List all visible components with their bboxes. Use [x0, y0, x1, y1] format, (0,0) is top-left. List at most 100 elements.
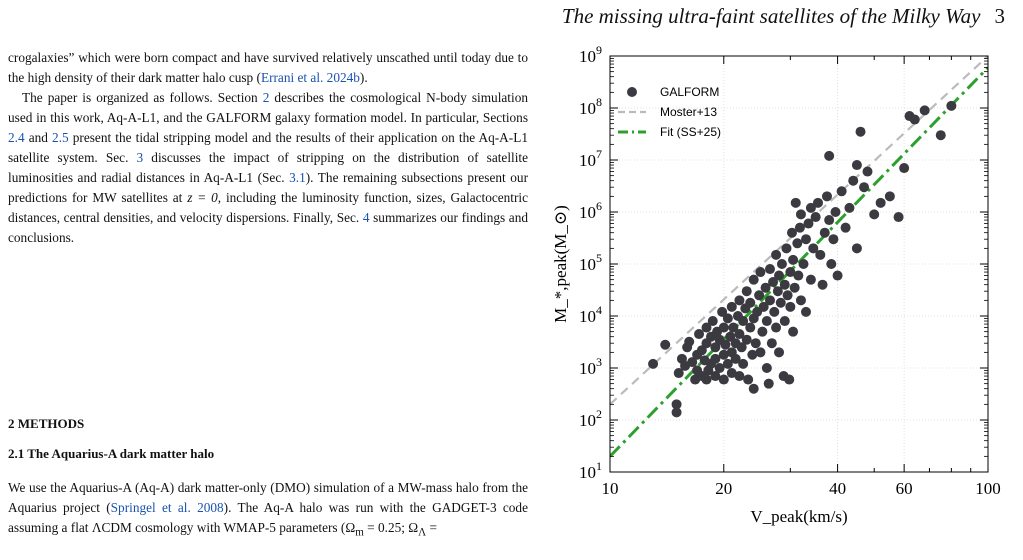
- y-tick-label: 104: [579, 303, 602, 326]
- paragraph-1: crogalaxies” which were born compact and…: [8, 48, 528, 88]
- section-ref-link[interactable]: 2.5: [52, 130, 69, 145]
- data-point: [774, 347, 785, 358]
- legend: GALFORM Moster+13 Fit (SS+25): [618, 85, 721, 139]
- data-point: [875, 197, 886, 208]
- paragraph-3: We use the Aquarius-A (Aq-A) dark matter…: [8, 478, 528, 543]
- data-point: [728, 322, 739, 333]
- running-head-title: The missing ultra-faint satellites of th…: [561, 4, 981, 28]
- data-point: [734, 329, 745, 340]
- paragraph-2: The paper is organized as follows. Secti…: [8, 88, 528, 248]
- y-tick-base: 10: [579, 151, 596, 170]
- y-tick-label: 106: [579, 199, 602, 222]
- data-point: [909, 114, 920, 125]
- data-point: [660, 339, 671, 350]
- left-column-text: crogalaxies” which were born compact and…: [8, 48, 528, 248]
- data-point: [757, 326, 768, 337]
- data-point: [840, 222, 851, 233]
- y-tick-exponent: 8: [596, 95, 602, 109]
- y-tick-exponent: 4: [596, 303, 602, 317]
- data-point: [726, 301, 737, 312]
- y-tick-exponent: 2: [596, 407, 602, 421]
- data-point: [755, 347, 766, 358]
- data-point: [836, 186, 847, 197]
- data-point: [789, 282, 800, 293]
- citation-link[interactable]: Errani et al. 2024b: [260, 70, 360, 85]
- section-ref-link[interactable]: 4: [362, 210, 370, 225]
- text-run: We use the Aquarius-A (Aq-A) dark matter…: [8, 480, 528, 515]
- data-point: [701, 322, 712, 333]
- data-point: [772, 286, 783, 297]
- data-point: [828, 234, 839, 245]
- data-point: [788, 326, 799, 337]
- data-point: [761, 316, 772, 327]
- running-head: The missing ultra-faint satellites of th…: [562, 4, 1005, 29]
- data-point: [810, 212, 821, 223]
- data-point: [781, 243, 792, 254]
- data-point: [826, 259, 837, 269]
- data-point: [776, 259, 787, 269]
- data-point: [771, 322, 782, 333]
- data-point: [815, 249, 826, 260]
- data-point: [714, 363, 725, 373]
- data-point: [832, 270, 843, 281]
- data-point: [805, 202, 816, 213]
- data-point: [722, 313, 733, 324]
- data-point: [734, 371, 745, 382]
- legend-marker: [627, 87, 637, 97]
- data-point: [754, 290, 765, 301]
- data-point: [763, 378, 774, 389]
- section-ref-link[interactable]: 3: [136, 150, 144, 165]
- y-tick-exponent: 3: [596, 355, 602, 369]
- data-point: [671, 399, 682, 410]
- data-point: [741, 334, 752, 345]
- data-point: [648, 358, 659, 369]
- data-point: [824, 215, 835, 226]
- data-point: [701, 374, 712, 385]
- section-ref-link[interactable]: 2.4: [8, 130, 25, 145]
- section-ref-link[interactable]: 3.1: [289, 170, 306, 185]
- data-point: [745, 297, 756, 308]
- x-tick-label: 20: [715, 479, 732, 498]
- data-point: [800, 306, 811, 317]
- data-point: [788, 254, 799, 265]
- data-point: [766, 338, 777, 349]
- data-point: [707, 316, 718, 327]
- data-point: [718, 374, 729, 385]
- data-point: [761, 363, 772, 373]
- data-point: [786, 227, 797, 238]
- citation-link[interactable]: Springel et al. 2008: [110, 500, 224, 515]
- data-point: [717, 306, 728, 317]
- data-point: [790, 197, 801, 208]
- data-point: [743, 374, 754, 385]
- data-point: [946, 100, 957, 111]
- y-tick-base: 10: [579, 307, 596, 326]
- data-point: [779, 316, 790, 327]
- data-point: [844, 202, 855, 213]
- text-run: present the tidal stripping model and th…: [8, 130, 528, 165]
- data-point: [800, 234, 811, 245]
- data-point: [859, 182, 870, 193]
- text-run: ). The remaining subsections present our…: [8, 170, 528, 205]
- data-point: [899, 163, 910, 174]
- section-ref-link[interactable]: 2: [262, 90, 270, 105]
- data-point: [722, 358, 733, 369]
- y-tick-exponent: 1: [596, 459, 602, 473]
- data-point: [745, 322, 756, 333]
- data-point: [798, 259, 809, 269]
- y-tick-base: 10: [579, 359, 596, 378]
- data-point: [819, 227, 830, 238]
- data-point: [738, 316, 749, 327]
- data-point: [794, 222, 805, 233]
- data-point: [855, 126, 866, 137]
- data-point: [771, 249, 782, 260]
- y-tick-base: 10: [579, 463, 596, 482]
- text-run: The paper is organized as follows. Secti…: [22, 90, 263, 105]
- data-point: [768, 277, 779, 288]
- y-tick-base: 10: [579, 411, 596, 430]
- x-tick-label: 60: [896, 479, 913, 498]
- data-point: [718, 349, 729, 360]
- y-tick-label: 103: [579, 355, 602, 378]
- x-axis-label: V_peak(km/s): [750, 507, 847, 526]
- data-point: [830, 207, 841, 217]
